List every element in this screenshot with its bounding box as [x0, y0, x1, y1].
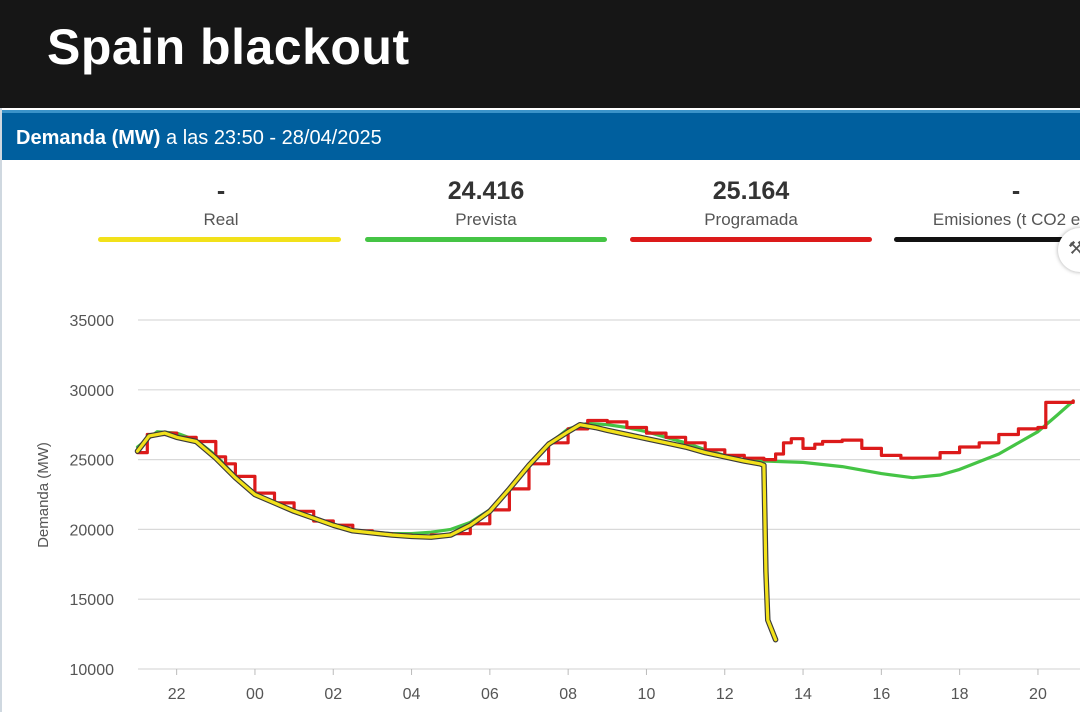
header-timestamp: a las 23:50 - 28/04/2025: [160, 127, 382, 149]
demand-panel: Demanda (MW) a las 23:50 - 28/04/2025 - …: [0, 108, 1080, 712]
video-title: Spain blackout: [47, 19, 410, 75]
metric-prevista-value: 24.416: [447, 177, 525, 205]
metric-real-label: Real: [203, 210, 239, 229]
legend-line-emisiones: [894, 237, 1080, 242]
y-tick-label: 30000: [70, 383, 115, 400]
x-tick-label: 12: [716, 686, 734, 703]
metric-programada[interactable]: 25.164 Programada: [626, 176, 876, 230]
metric-emisiones-label: Emisiones (t CO2 eq /: [932, 210, 1080, 229]
video-title-bar: Spain blackout: [0, 0, 1080, 108]
metric-emisiones-value: -: [1011, 177, 1021, 205]
x-tick-label: 14: [794, 686, 812, 703]
chart-series: [134, 399, 1075, 643]
y-axis-ticks: 10000 15000 20000 25000 30000 35000: [70, 313, 115, 679]
x-tick-label: 18: [951, 686, 969, 703]
panel-header-text: Demanda (MW) a las 23:50 - 28/04/2025: [16, 127, 382, 150]
metric-real[interactable]: - Real: [96, 176, 346, 230]
chart-settings-button[interactable]: ⚒: [1058, 228, 1080, 272]
x-tick-label: 22: [168, 686, 186, 703]
chart-grid: [138, 319, 1080, 670]
y-tick-label: 15000: [70, 592, 115, 609]
metric-prevista[interactable]: 24.416 Prevista: [361, 176, 611, 230]
x-tick-label: 10: [638, 686, 656, 703]
x-tick-label: 08: [559, 686, 577, 703]
panel-header: Demanda (MW) a las 23:50 - 28/04/2025: [2, 110, 1080, 160]
series-line-real: [135, 423, 778, 642]
y-axis-label: Demanda (MW): [35, 442, 52, 548]
metric-programada-label: Programada: [704, 210, 798, 229]
header-title: Demanda (MW): [16, 127, 161, 149]
x-axis-ticks: 22 00 02 04 06 08 10 12 14 16 18 20: [168, 669, 1047, 703]
x-tick-label: 16: [872, 686, 890, 703]
metric-prevista-label: Prevista: [455, 210, 517, 229]
y-tick-label: 25000: [70, 453, 115, 470]
y-tick-label: 10000: [70, 662, 115, 679]
tools-icon: ⚒: [1068, 238, 1080, 258]
y-tick-label: 20000: [70, 522, 115, 539]
series-line-programada: [135, 399, 1075, 538]
x-tick-label: 20: [1029, 686, 1047, 703]
legend-line-programada: [630, 237, 872, 242]
x-tick-label: 00: [246, 686, 264, 703]
x-tick-label: 06: [481, 686, 499, 703]
metric-real-value: -: [216, 177, 226, 205]
x-tick-label: 02: [324, 686, 342, 703]
legend-line-real: [98, 237, 341, 242]
metric-programada-value: 25.164: [712, 177, 790, 205]
legend-line-prevista: [365, 237, 607, 242]
metric-emisiones[interactable]: - Emisiones (t CO2 eq /: [891, 176, 1080, 230]
y-tick-label: 35000: [70, 313, 115, 330]
x-tick-label: 04: [403, 686, 421, 703]
